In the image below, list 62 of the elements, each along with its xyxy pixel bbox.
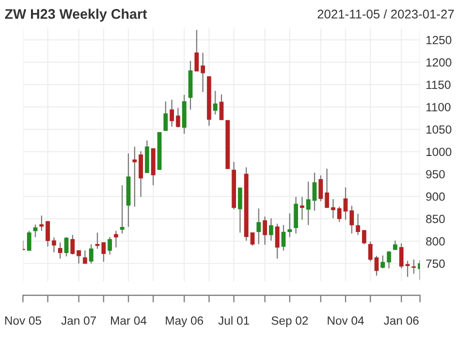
candlestick bbox=[33, 224, 38, 238]
candlestick bbox=[82, 250, 88, 264]
candlestick bbox=[95, 232, 100, 250]
candlestick bbox=[412, 258, 416, 274]
y-tick-label: 900 bbox=[426, 192, 445, 201]
candlestick bbox=[238, 187, 242, 234]
candlestick bbox=[405, 260, 410, 278]
y-tick-label: 1150 bbox=[426, 80, 450, 89]
y-tick-label: 750 bbox=[426, 260, 445, 268]
candlestick bbox=[64, 236, 69, 257]
chart-subtitle: 2021-11-05 / 2023-01-27 bbox=[318, 9, 454, 19]
chart-title: ZW H23 Weekly Chart bbox=[5, 8, 147, 22]
candlestick bbox=[300, 196, 304, 220]
x-tick-label: May 06 bbox=[166, 316, 204, 328]
y-tick-label: 1200 bbox=[426, 58, 452, 67]
x-tick-label: Mar 04 bbox=[111, 316, 146, 325]
candlestick bbox=[256, 208, 261, 245]
candlestick bbox=[262, 216, 268, 246]
x-tick-label: Nov 05 bbox=[5, 316, 42, 325]
candlestick bbox=[101, 242, 106, 262]
candlestick bbox=[312, 172, 317, 212]
candlestick bbox=[281, 224, 286, 252]
x-tick-label: Jan 07 bbox=[61, 316, 96, 325]
candlestick bbox=[170, 99, 174, 128]
candlestick bbox=[114, 230, 118, 248]
candlestick bbox=[380, 254, 385, 269]
candlestick bbox=[52, 237, 56, 253]
candlestick bbox=[399, 242, 404, 269]
candlestick bbox=[288, 212, 292, 238]
candlestick bbox=[368, 241, 372, 262]
x-tick-label: Sep 02 bbox=[272, 316, 308, 328]
candlestick bbox=[27, 230, 32, 252]
y-tick-label: 1100 bbox=[426, 102, 450, 112]
y-tick-label: 1050 bbox=[426, 125, 452, 134]
candlestick bbox=[356, 213, 360, 236]
y-tick-label: 1000 bbox=[426, 148, 452, 156]
candlestick bbox=[350, 205, 354, 234]
candlestick bbox=[108, 236, 112, 256]
y-tick-label: 800 bbox=[426, 237, 445, 246]
y-tick-label: 950 bbox=[426, 170, 445, 178]
candlestick bbox=[58, 242, 62, 260]
candlestick bbox=[386, 250, 392, 269]
candlestick bbox=[89, 244, 94, 264]
y-tick-label: 850 bbox=[426, 214, 445, 224]
candlestick bbox=[176, 107, 180, 128]
y-tick-label: 1250 bbox=[426, 36, 452, 44]
candlestick bbox=[374, 255, 379, 276]
candlestick bbox=[46, 220, 50, 248]
x-tick-label: Jul 01 bbox=[218, 316, 250, 325]
x-tick-label: Nov 04 bbox=[328, 316, 364, 325]
candlestick bbox=[294, 196, 298, 234]
candlestick bbox=[362, 230, 366, 245]
candlestick bbox=[163, 101, 168, 132]
x-tick-label: Jan 06 bbox=[384, 316, 419, 325]
candlestick bbox=[275, 223, 280, 260]
candlestick bbox=[268, 218, 274, 242]
candlestick bbox=[306, 181, 310, 226]
candlestick bbox=[213, 90, 218, 116]
candlestick bbox=[250, 232, 255, 246]
candlestick bbox=[219, 94, 224, 120]
candlestick bbox=[343, 186, 348, 220]
candlestick bbox=[120, 184, 124, 234]
